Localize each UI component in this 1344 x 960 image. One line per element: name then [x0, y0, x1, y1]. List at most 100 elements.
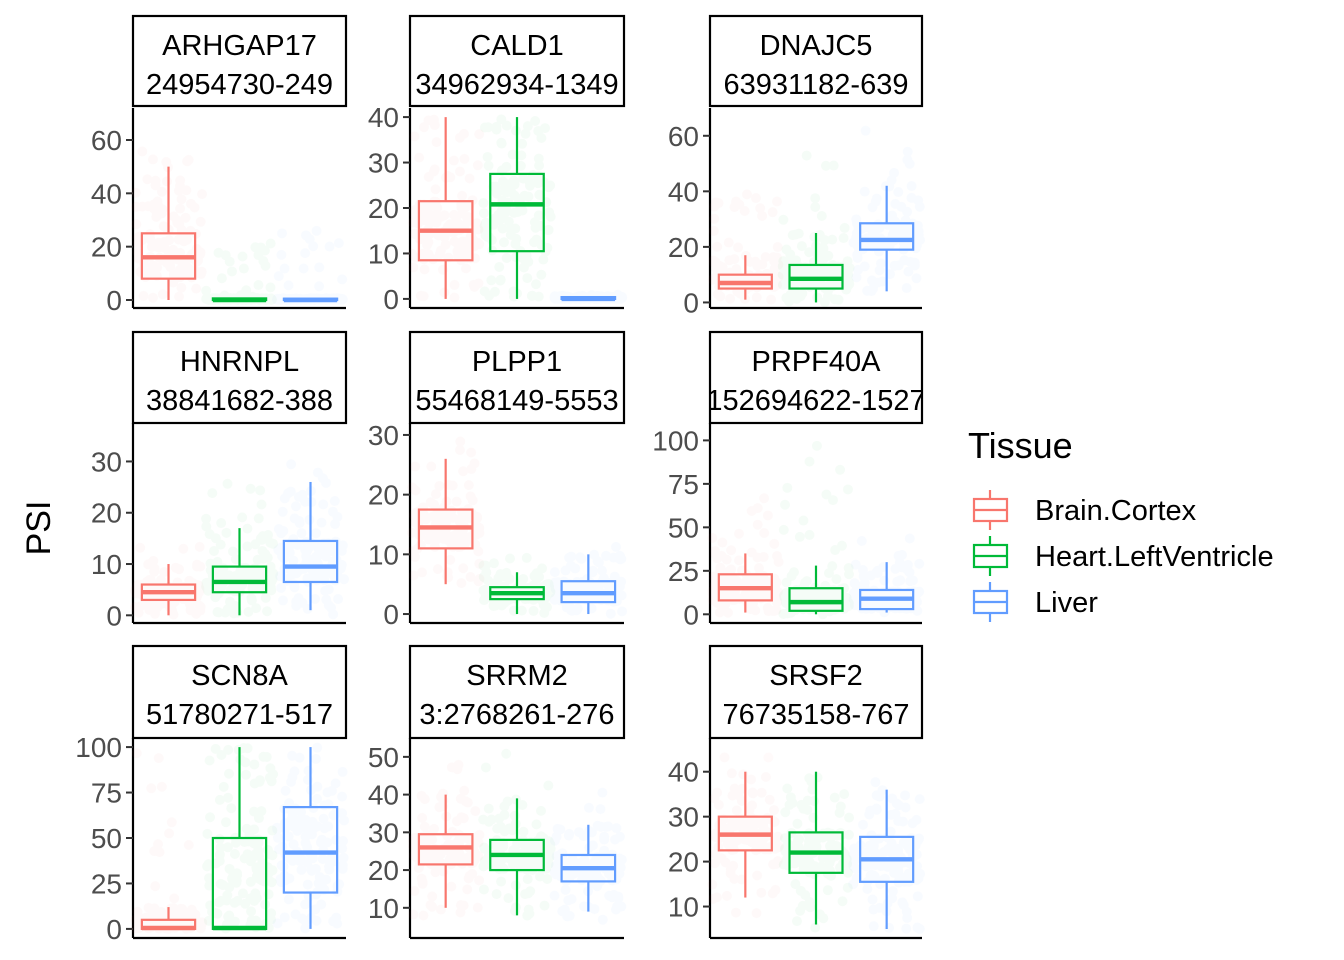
jitter-point — [317, 880, 327, 890]
iqr-box — [489, 172, 545, 253]
jitter-point — [510, 239, 520, 249]
jitter-point — [804, 836, 814, 846]
jitter-point — [255, 775, 265, 785]
jitter-point — [540, 901, 550, 911]
jitter-point — [280, 264, 290, 274]
facet-gene-label: HNRNPL — [180, 346, 299, 378]
jitter-point — [436, 905, 446, 915]
box-heart-leftventricle — [788, 151, 844, 303]
jitter-point — [756, 888, 766, 898]
jitter-point — [225, 257, 235, 267]
jitter-point — [529, 606, 539, 616]
jitter-point — [133, 907, 143, 917]
jitter-point — [893, 587, 903, 597]
jitter-point — [782, 483, 792, 493]
jitter-point — [253, 280, 263, 290]
jitter-point — [550, 891, 560, 901]
jitter-point — [410, 462, 420, 472]
jitter-point — [848, 879, 858, 889]
jitter-point — [445, 219, 455, 229]
jitter-point — [432, 203, 442, 213]
jitter-point — [887, 893, 897, 903]
jitter-point — [338, 864, 348, 874]
jitter-point — [712, 892, 722, 902]
jitter-point — [324, 584, 334, 594]
box-heart-leftventricle — [782, 483, 844, 615]
jitter-point — [735, 289, 745, 299]
jitter-point — [303, 880, 313, 890]
jitter-point — [174, 235, 184, 245]
jitter-point — [773, 242, 783, 252]
jitter-point — [197, 267, 207, 277]
y-tick-label: 30 — [368, 817, 399, 848]
jitter-point — [195, 542, 205, 552]
jitter-point — [867, 202, 877, 212]
jitter-point — [408, 910, 418, 920]
box-heart-leftventricle — [201, 238, 277, 305]
iqr-box — [282, 539, 339, 584]
jitter-point — [242, 524, 252, 534]
jitter-point — [192, 560, 202, 570]
jitter-point — [142, 174, 152, 184]
jitter-point — [224, 769, 234, 779]
jitter-point — [615, 832, 625, 842]
jitter-point — [217, 273, 227, 283]
jitter-point — [483, 152, 493, 162]
jitter-point — [824, 568, 834, 578]
jitter-point — [810, 193, 820, 203]
jitter-point — [480, 286, 490, 296]
jitter-point — [797, 288, 807, 298]
jitter-point — [725, 294, 735, 304]
jitter-point — [207, 488, 217, 498]
jitter-point — [753, 503, 763, 513]
jitter-point — [802, 151, 812, 161]
jitter-point — [769, 805, 779, 815]
jitter-point — [492, 889, 502, 899]
jitter-point — [415, 851, 425, 861]
jitter-point — [448, 480, 458, 490]
jitter-point — [492, 189, 502, 199]
jitter-points — [201, 238, 277, 305]
jitter-point — [496, 114, 506, 124]
jitter-point — [455, 133, 465, 143]
jitter-point — [298, 490, 308, 500]
jitter-point — [716, 577, 726, 587]
jitter-point — [518, 253, 528, 263]
jitter-point — [709, 214, 719, 224]
jitter-point — [906, 193, 916, 203]
jitter-point — [291, 568, 301, 578]
jitter-point — [599, 832, 609, 842]
jitter-point — [479, 884, 489, 894]
jitter-point — [146, 783, 156, 793]
jitter-point — [314, 262, 324, 272]
jitter-point — [860, 187, 870, 197]
jitter-point — [278, 507, 288, 517]
y-tick-label: 0 — [106, 914, 122, 945]
jitter-point — [574, 827, 584, 837]
jitter-point — [174, 219, 184, 229]
jitter-point — [724, 255, 734, 265]
jitter-point — [445, 172, 455, 182]
jitter-point — [479, 208, 489, 218]
jitter-point — [224, 910, 234, 920]
jitter-point — [457, 191, 467, 201]
y-tick-label: 75 — [91, 778, 122, 809]
jitter-point — [261, 593, 271, 603]
jitter-point — [550, 577, 560, 587]
jitter-point — [501, 568, 511, 578]
jitter-point — [531, 279, 541, 289]
facet-strip — [408, 644, 626, 740]
jitter-point — [570, 563, 580, 573]
jitter-point — [810, 202, 820, 212]
y-tick-label: 10 — [91, 549, 122, 580]
jitter-point — [726, 545, 736, 555]
jitter-point — [420, 822, 430, 832]
jitter-point — [226, 803, 236, 813]
jitter-point — [897, 897, 907, 907]
jitter-point — [596, 804, 606, 814]
jitter-point — [710, 546, 720, 556]
jitter-point — [523, 874, 533, 884]
facet-panel-arhgap17: ARHGAP17 24954730-249 0 20 40 60 — [91, 14, 348, 316]
jitter-point — [492, 824, 502, 834]
jitter-point — [301, 230, 311, 240]
